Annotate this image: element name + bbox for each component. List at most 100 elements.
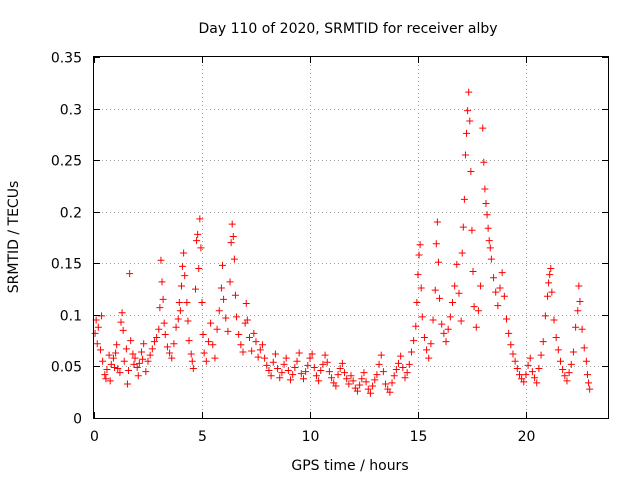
data-point — [416, 241, 424, 249]
data-point — [293, 357, 301, 365]
data-point — [252, 338, 260, 346]
data-point — [392, 366, 400, 374]
data-point — [96, 346, 104, 354]
data-point — [563, 377, 571, 385]
tick-labels: 0 5 10 15 20 0 0.05 0.1 0.15 0.2 0.25 0.3 0.35 — [51, 51, 536, 446]
data-point — [482, 199, 490, 207]
data-point — [125, 367, 133, 375]
data-point — [131, 354, 139, 362]
data-point — [552, 334, 560, 342]
data-point — [511, 357, 519, 365]
data-point — [123, 380, 131, 388]
data-point — [157, 256, 165, 264]
data-point — [524, 361, 532, 369]
data-point — [267, 372, 275, 380]
data-point — [155, 325, 163, 333]
data-point — [140, 340, 148, 348]
data-point — [490, 274, 498, 282]
y-axis-label: SRMTID / TECUs — [6, 181, 22, 294]
data-point — [407, 348, 415, 356]
x-tick-label: 5 — [198, 429, 207, 445]
data-point — [479, 124, 487, 132]
data-point — [153, 334, 161, 342]
data-point — [550, 316, 558, 324]
y-tick-label: 0.2 — [60, 206, 82, 222]
data-point — [211, 354, 219, 362]
data-point — [177, 282, 185, 290]
data-point — [261, 354, 269, 362]
data-point — [388, 379, 396, 387]
data-point — [109, 354, 117, 362]
data-point — [379, 368, 387, 376]
data-point — [436, 294, 444, 302]
data-point — [469, 268, 477, 276]
data-point — [227, 239, 235, 247]
data-point — [228, 220, 236, 228]
data-point — [371, 376, 379, 384]
data-point — [341, 369, 349, 377]
data-point — [209, 341, 217, 349]
data-point — [362, 378, 370, 386]
data-point — [583, 371, 591, 379]
data-point — [492, 288, 500, 296]
chart-title: Day 110 of 2020, SRMTID for receiver alb… — [198, 21, 497, 37]
data-point — [463, 129, 471, 137]
data-point — [576, 297, 584, 305]
data-point — [312, 372, 320, 380]
data-point — [415, 251, 423, 259]
data-point — [163, 343, 171, 351]
data-point — [413, 298, 421, 306]
data-point — [461, 151, 469, 159]
data-point — [460, 195, 468, 203]
data-point — [334, 371, 342, 379]
data-point — [197, 244, 205, 252]
data-point — [403, 369, 411, 377]
data-point — [575, 282, 583, 290]
data-point — [289, 371, 297, 379]
data-point — [150, 338, 158, 346]
data-point — [464, 107, 472, 115]
data-point — [541, 312, 549, 320]
data-point — [520, 378, 528, 386]
data-point — [386, 388, 394, 396]
data-point — [470, 303, 478, 311]
data-point — [144, 357, 152, 365]
data-point — [323, 358, 331, 366]
data-point — [578, 325, 586, 333]
data-point — [185, 337, 193, 345]
data-point — [496, 284, 504, 292]
data-point — [533, 379, 541, 387]
data-point — [175, 298, 183, 306]
data-point — [509, 350, 517, 358]
x-tick-label: 15 — [410, 429, 428, 445]
data-point — [215, 307, 223, 315]
data-point — [531, 374, 539, 382]
data-point — [291, 363, 299, 371]
data-point — [373, 371, 381, 379]
data-point — [187, 350, 195, 358]
data-point — [308, 350, 316, 358]
data-point — [453, 260, 461, 268]
data-point — [166, 349, 174, 357]
data-point — [548, 288, 556, 296]
data-point — [537, 351, 545, 359]
data-point — [297, 370, 305, 378]
y-tick-label: 0 — [73, 412, 82, 428]
data-point — [427, 340, 435, 348]
data-point — [526, 354, 534, 362]
data-point — [484, 224, 492, 232]
data-points — [91, 88, 594, 397]
data-point — [116, 369, 124, 377]
data-point — [158, 278, 166, 286]
data-point — [485, 237, 493, 245]
data-point — [200, 349, 208, 357]
data-point — [235, 330, 243, 338]
data-point — [377, 351, 385, 359]
data-point — [414, 271, 422, 279]
data-point — [546, 271, 554, 279]
data-point — [120, 357, 128, 365]
data-point — [180, 249, 188, 257]
data-point — [248, 347, 256, 355]
data-point — [397, 352, 405, 360]
data-point — [219, 261, 226, 269]
